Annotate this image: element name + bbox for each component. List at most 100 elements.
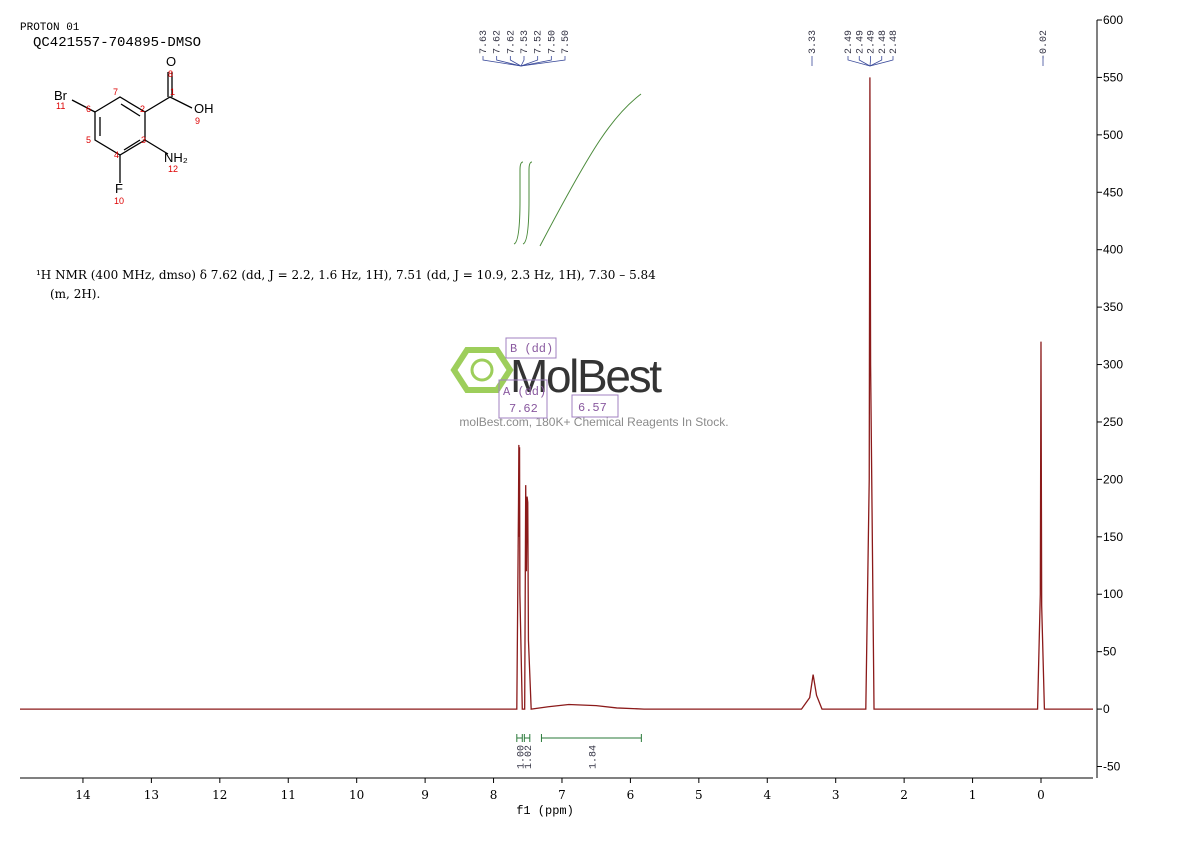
atom: F [115,181,123,196]
bonds [71,72,193,183]
logo [470,358,494,382]
integral-curve [522,161,533,245]
atom: O [166,54,176,69]
atom-labels: O 8 1 OH 9 Br 11 6 7 2 3 5 4 NH₂ 12 F 10 [54,54,214,206]
y-tick-label: 300 [1103,358,1123,372]
atom: OH [194,101,214,116]
peak-leader [520,56,525,67]
box [498,379,548,419]
description: (m, 2H). [50,287,100,301]
peak-label: 7.50 [561,30,572,54]
atom-num: 12 [168,164,178,174]
integral-curve [539,93,642,247]
peak-leader [509,56,522,67]
x-tick-label: 1 [969,788,977,802]
x-tick-label: 13 [144,788,159,802]
peak-label: 7.52 [534,30,545,54]
y-tick-label: 100 [1103,587,1123,601]
peak-leader [869,56,883,67]
x-axis-label: f1 (ppm) [516,804,574,818]
atom-num: 7 [113,87,118,97]
y-tick-label: -50 [1103,760,1121,774]
y-tick-label: 150 [1103,530,1123,544]
peak-label: 2.49 [867,30,878,54]
watermark: MolBest molBest.com, 180K+ Chemical Reag… [450,347,729,429]
y-tick-label: 0 [1103,702,1110,716]
atom-num: 8 [168,69,173,79]
peak-label: 7.62 [493,30,504,54]
integral-curves [513,93,642,247]
peak-leader [520,56,539,67]
x-tick-label: 6 [627,788,635,802]
peak-label: 2.48 [878,30,889,54]
peak-label: 3.33 [808,30,819,54]
integral-label: 1.84 [588,745,599,769]
peak-label: 7.62 [506,30,517,54]
peak-leader [858,56,871,67]
peak-leader [869,56,871,67]
structure [71,72,193,183]
atom-num: 3 [141,135,146,145]
x-tick-label: 7 [558,788,566,802]
atom-num: 10 [114,196,124,206]
peak-label: 7.50 [547,30,558,54]
x-tick-label: 3 [832,788,840,802]
ring [94,96,146,156]
multiplet-shift: 7.62 [509,402,538,416]
logo [450,347,514,393]
y-tick-label: 450 [1103,185,1123,199]
multiplet-shift: 6.57 [578,401,607,415]
x-tick-label: 10 [349,788,364,802]
y-tick-label: 550 [1103,70,1123,84]
description: ¹H NMR (400 MHz, dmso) δ 7.62 (dd, J = 2… [36,268,656,282]
box [571,394,619,418]
peak-label: 2.48 [889,30,900,54]
x-tick-label: 4 [763,788,771,802]
spectrum-line [20,77,1093,710]
integral-bracket [523,734,531,742]
peak-label: 7.63 [479,30,490,54]
atom-num: 4 [114,150,119,160]
x-tick-label: 8 [490,788,498,802]
integral-label: 1.02 [524,745,535,769]
y-tick-label: 400 [1103,243,1123,257]
y-tick-label: 600 [1103,13,1123,27]
integral-bracket [516,734,523,742]
peak-label: 7.53 [520,30,531,54]
atom-num: 11 [56,101,65,111]
y-tick-label: 50 [1103,645,1117,659]
multiplet-label: A (dd) [503,385,546,399]
y-tick-label: 250 [1103,415,1123,429]
x-tick-label: 5 [695,788,703,802]
integral-curve [513,161,524,245]
integral-bracket [540,734,642,742]
multiplet-label: B (dd) [510,342,553,356]
multiplet-boxes: B (dd) A (dd) 7.62 6.57 [498,337,619,419]
box [505,337,557,359]
peak-leader [496,56,522,67]
peak-leader [847,56,871,67]
x-tick-label: 14 [75,788,91,802]
peak-leader [482,56,522,67]
atom: NH₂ [164,150,188,165]
atom-num: 1 [170,87,175,97]
x-tick-label: 9 [421,788,429,802]
y-tick-label: 350 [1103,300,1123,314]
x-tick-label: 11 [281,788,296,802]
y-tick-label: 200 [1103,472,1123,486]
atom-num: 6 [86,104,91,114]
y-tick-label: 500 [1103,128,1123,142]
sample-id: QC421557-704895-DMSO [33,35,201,51]
x-tick-label: 0 [1037,788,1045,802]
atom-num: 5 [86,135,91,145]
peak-label: -0.02 [1039,30,1050,60]
peak-leader [869,56,894,67]
atom-num: 2 [140,104,145,114]
peak-leader [520,56,552,67]
x-tick-label: 2 [900,788,908,802]
integral-label: 1.00 [517,745,528,769]
experiment: PROTON 01 [20,22,80,34]
brand: MolBest [510,350,662,402]
atom-num: 9 [195,116,200,126]
